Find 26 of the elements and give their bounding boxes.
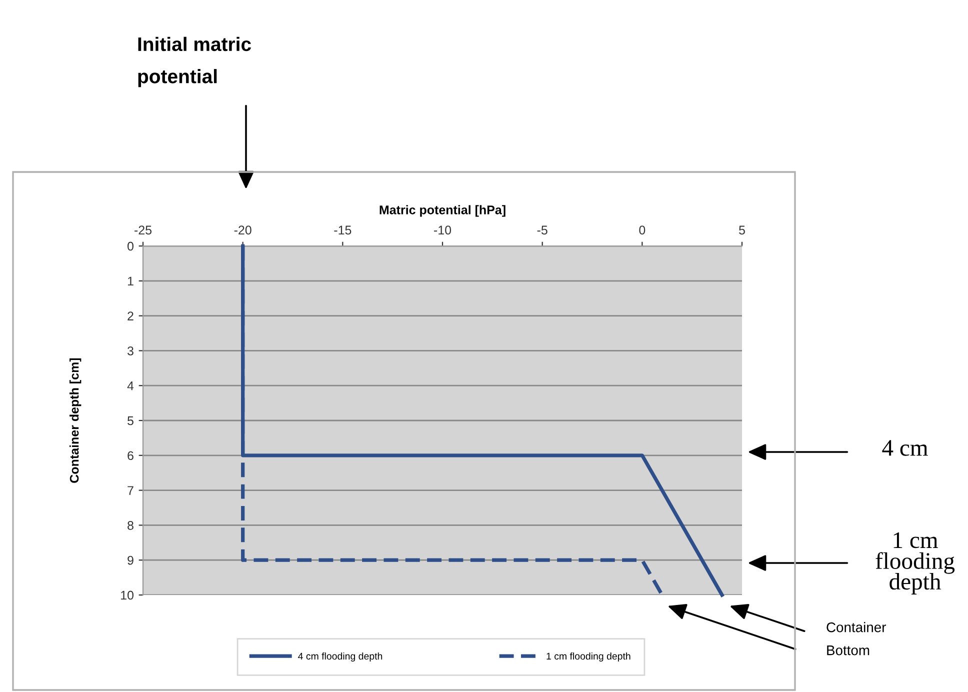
x-tick-label: 5 [739,226,745,234]
x-tick-label: -25 [134,226,152,234]
y-tick-label: 0 [128,242,134,251]
y-tick-label: 9 [128,556,134,565]
legend-label: 4 cm flooding depth [298,652,382,662]
text: Container Bottom [826,622,886,656]
y-tick-label: 7 [128,486,134,495]
legend-label: 1 cm flooding depth [546,652,630,662]
y-tick-label: 5 [128,416,134,426]
x-axis-title: Matric potential [hPa] [380,205,506,217]
y-tick-label: 8 [128,521,134,530]
x-tick-label: -5 [537,226,548,234]
text: 1 cm flooding depth [876,532,955,594]
x-tick-label: -10 [434,226,452,234]
y-tick-label: 4 [127,382,134,390]
y-tick-label: 10 [121,590,134,600]
x-tick-label: -15 [334,226,352,234]
y-axis-title: Container depth [cm] [70,358,82,483]
text: Initial matric potential [138,36,251,88]
text: 4 cm [882,440,928,456]
x-tick-label: -20 [234,226,252,234]
y-tick-label: 1 [128,276,134,286]
y-tick-label: 6 [128,451,134,460]
x-tick-label: 0 [639,226,646,234]
y-tick-label: 3 [128,346,134,356]
y-tick-label: 2 [128,312,134,320]
